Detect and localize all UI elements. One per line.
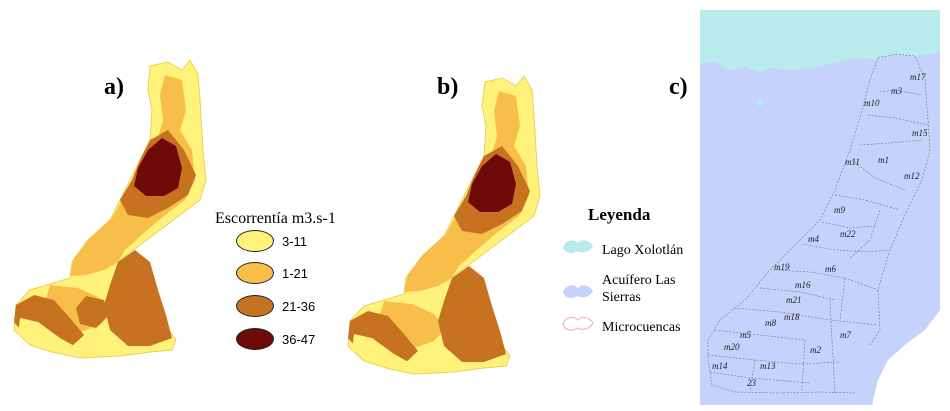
- class-36-47-zone: [134, 138, 182, 196]
- swatch-1-21: [236, 262, 274, 284]
- microbasin-label-m4: m4: [808, 234, 819, 244]
- lake-xolotlan: [700, 10, 940, 72]
- islet: [757, 100, 763, 106]
- microbasin-label-m7: m7: [840, 330, 851, 340]
- legend-item-36-47: 36-47: [236, 328, 315, 350]
- panel-label-c: c): [669, 74, 688, 100]
- microbasin-label-m6: m6: [825, 264, 836, 274]
- legend-item-1-21: 1-21: [236, 262, 308, 284]
- legend-label: 36-47: [282, 331, 316, 347]
- class-36-47-zone: [468, 154, 516, 212]
- class-21-36-zone-band: [76, 296, 108, 328]
- class-21-36-zone-south: [104, 250, 172, 346]
- basin-outline: [347, 75, 541, 375]
- microbasin-label-m17: m17: [910, 72, 926, 82]
- aquifer-map-c: m17 m3 m10 m15 m11 m1 m12 m9 m22 m4 m19 …: [700, 10, 940, 405]
- microbasin-label-m22: m22: [840, 229, 856, 239]
- swatch-3-11: [236, 230, 274, 252]
- microbasin-boundaries: [707, 53, 931, 394]
- microbasin-label-m15: m15: [912, 128, 928, 138]
- microbasin-label-23: 23: [747, 378, 757, 388]
- microbasin-label-m20: m20: [724, 342, 740, 352]
- runoff-map-b-shapes: [347, 75, 541, 375]
- aquifer-area: [700, 10, 940, 405]
- basin-outline: [13, 59, 207, 359]
- panel-label-b: b): [437, 74, 459, 100]
- runoff-legend-title: Escorrentía m3.s-1: [215, 210, 336, 227]
- microbasin-label-m11: m11: [845, 157, 860, 167]
- microbasin-label-m5: m5: [740, 330, 751, 340]
- map-background-cut: [872, 310, 940, 405]
- leyenda-lake-label: Lago Xolotlán: [602, 243, 684, 258]
- swatch-21-36: [236, 295, 274, 317]
- legend-item-21-36: 21-36: [236, 295, 315, 317]
- microbasin-label-m16: m16: [795, 280, 811, 290]
- panel-label-a: a): [104, 74, 124, 100]
- microbasin-label-m21: m21: [786, 295, 802, 305]
- class-3-11-strip: [18, 318, 78, 352]
- legend-label: 3-11: [282, 233, 308, 249]
- lake-swatch-icon: [563, 240, 593, 254]
- class-21-36-zone-south: [438, 266, 506, 362]
- class-3-11-strip: [352, 334, 412, 368]
- microbasin-label-m1: m1: [878, 155, 889, 165]
- class-1-21-zone: [70, 75, 195, 276]
- aquifer-swatch-icon: [563, 285, 593, 299]
- microbasin-label-m8: m8: [765, 318, 776, 328]
- microbasin-label-m13: m13: [760, 361, 776, 371]
- microbasin-label-m19: m19: [774, 262, 790, 272]
- legend-label: 1-21: [282, 265, 309, 281]
- microbasin-swatch-icon: [562, 316, 594, 331]
- microbasin-label-m12: m12: [904, 171, 920, 181]
- swatch-36-47: [236, 328, 274, 350]
- class-1-21-zone: [404, 91, 529, 292]
- microbasin-label-m18: m18: [784, 312, 800, 322]
- microbasin-label-m2: m2: [810, 345, 821, 355]
- runoff-map-a: [13, 59, 207, 359]
- leyenda-aquifer-label: Acuífero Las Sierras: [602, 273, 676, 305]
- microbasin-label-m10: m10: [864, 98, 880, 108]
- microbasin-label-m3: m3: [891, 86, 902, 96]
- leyenda-title: Leyenda: [588, 205, 651, 224]
- microbasin-label-m9: m9: [834, 205, 845, 215]
- legend-label: 21-36: [282, 298, 316, 314]
- leyenda-microbasin-label: Microcuencas: [602, 320, 681, 335]
- legend-item-3-11: 3-11: [236, 230, 307, 252]
- runoff-map-a-shapes: [13, 59, 207, 359]
- microbasin-label-m14: m14: [712, 361, 728, 371]
- runoff-map-b: [347, 75, 541, 375]
